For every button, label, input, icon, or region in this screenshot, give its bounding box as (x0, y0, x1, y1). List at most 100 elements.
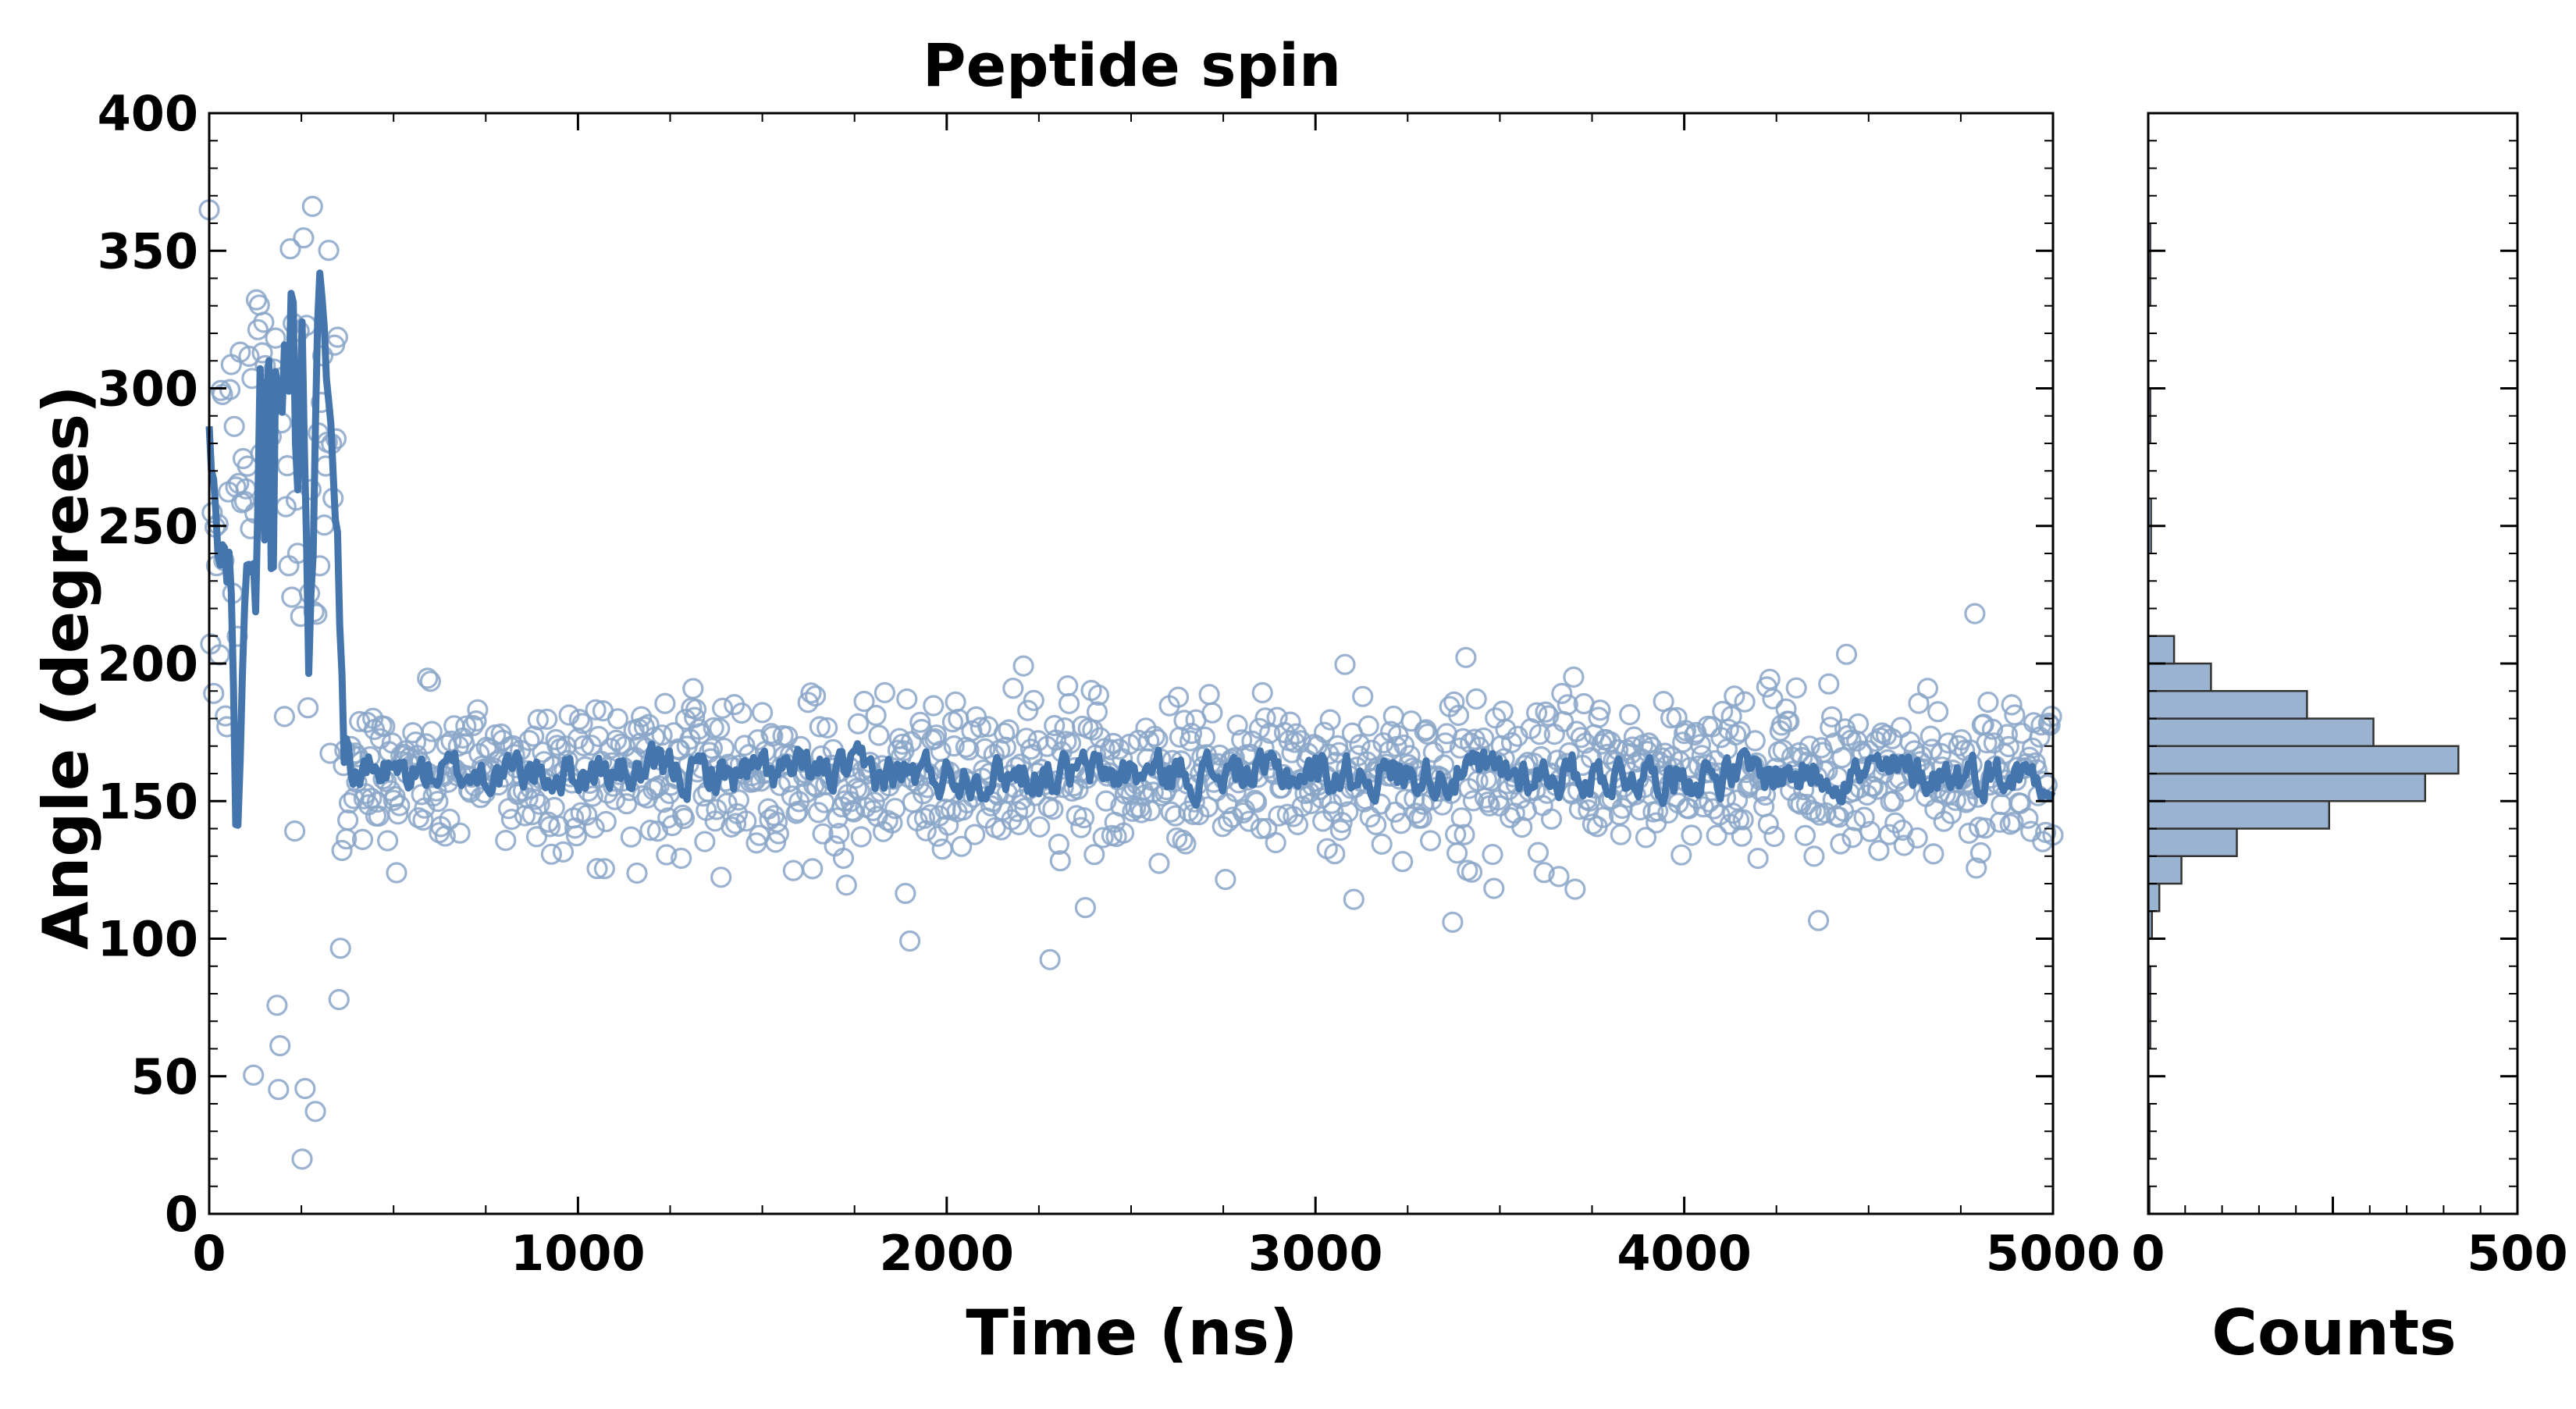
scatter-point (881, 812, 903, 834)
scatter-point (863, 792, 885, 813)
scatter-point (319, 742, 341, 764)
scatter-point (1108, 738, 1130, 760)
scatter-point (782, 859, 804, 881)
scatter-point (518, 729, 540, 752)
scatter-point (853, 690, 875, 713)
scatter-point (243, 1064, 265, 1086)
scatter-point (1324, 843, 1346, 865)
scatter-point (671, 847, 692, 870)
scatter-point (1732, 809, 1754, 831)
scatter-point (439, 808, 461, 831)
scatter-point (1023, 689, 1044, 711)
scatter-point (1681, 824, 1703, 846)
scatter-point (920, 804, 941, 826)
scatter-point (253, 311, 275, 333)
scatter-point (1805, 801, 1827, 823)
scatter-point (1500, 731, 1523, 754)
scatter-point (1002, 678, 1024, 699)
scatter-point (248, 294, 270, 316)
scatter-point (593, 858, 616, 880)
scatter-point (1102, 732, 1124, 755)
scatter-point (1670, 844, 1692, 866)
scatter-point (1660, 707, 1682, 729)
scatter-points (198, 195, 2064, 1170)
scatter-point (1014, 797, 1036, 820)
scatter-point (1472, 727, 1495, 749)
scatter-point (964, 824, 986, 845)
scatter-point (1920, 725, 1941, 747)
scatter-point (1535, 701, 1557, 723)
scatter-point (1044, 714, 1066, 737)
scatter-point (802, 858, 824, 880)
scatter-point (421, 721, 443, 742)
scatter-point (219, 379, 241, 400)
scatter-point (313, 514, 335, 536)
scatter-point (1548, 866, 1570, 888)
scatter-point (1352, 685, 1374, 707)
scatter-point (850, 826, 872, 848)
scatter-point (1557, 694, 1578, 716)
scatter-point (1969, 841, 1991, 864)
scatter-point (500, 808, 523, 831)
scatter-point (1775, 698, 1797, 720)
scatter-point (1167, 686, 1190, 708)
scatter-point (1974, 817, 1996, 839)
hist-x-tick-label: 0 (2131, 1225, 2165, 1282)
scatter-point (1878, 824, 1900, 845)
scatter-point (1329, 819, 1351, 841)
scatter-point (1057, 674, 1079, 697)
histogram-bar (2147, 662, 2212, 692)
scatter-point (337, 809, 359, 831)
scatter-point (832, 847, 855, 870)
scatter-point (915, 820, 937, 841)
scatter-point (1722, 802, 1744, 824)
scatter-point (868, 724, 890, 746)
hist-x-tick-label: 500 (2467, 1225, 2567, 1282)
scatter-point (2004, 704, 2026, 726)
x-tick-label: 5000 (1986, 1225, 2121, 1282)
scatter-point (1956, 790, 1978, 812)
scatter-point (1996, 724, 2018, 745)
scatter-point (631, 706, 653, 728)
scatter-point (862, 799, 884, 822)
scatter-point (552, 841, 575, 863)
scatter-point (527, 709, 550, 731)
scatter-point (1747, 847, 1769, 870)
scatter-point (646, 820, 669, 842)
scatter-point (1251, 681, 1273, 704)
scatter-point (731, 702, 753, 724)
scatter-point (1916, 678, 1938, 699)
scatter-point (1245, 792, 1268, 813)
scatter-point (467, 699, 489, 721)
scatter-point (247, 318, 269, 340)
scatter-point (351, 828, 374, 851)
scatter-point (1927, 701, 1949, 723)
scatter-point (573, 735, 595, 757)
scatter-point (620, 826, 642, 848)
y-tick-label: 0 (165, 1186, 198, 1243)
scatter-point (329, 938, 351, 959)
scatter-point (1039, 948, 1061, 970)
scatter-point (1074, 897, 1097, 919)
scatter-point (841, 799, 863, 821)
scatter-point (465, 710, 487, 732)
scatter-point (1830, 833, 1852, 855)
scatter-point (1923, 843, 1944, 865)
scatter-point (583, 817, 605, 839)
scatter-point (1862, 776, 1884, 798)
scatter-point (1808, 909, 1830, 931)
scatter-point (582, 785, 603, 807)
scatter-point (1311, 787, 1332, 809)
scatter-point (912, 783, 934, 805)
scatter-point (278, 555, 300, 577)
scatter-point (766, 811, 788, 833)
scatter-point (943, 735, 965, 757)
chart-title: Peptide spin (923, 30, 1341, 100)
scatter-point (1450, 807, 1472, 829)
scatter-point (524, 788, 546, 810)
scatter-point (273, 706, 295, 728)
scatter-point (927, 825, 949, 847)
scatter-point (1144, 725, 1165, 747)
